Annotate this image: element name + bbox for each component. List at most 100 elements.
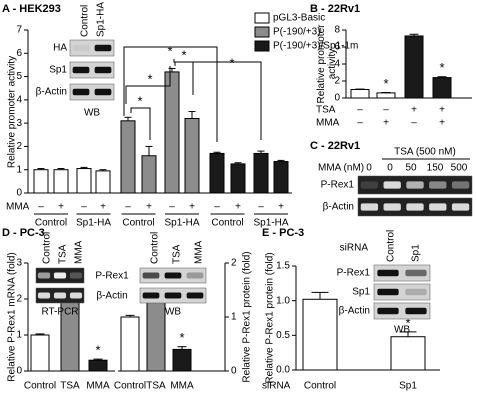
y-tick-label: 0 — [231, 366, 237, 377]
row-label: β-Actin — [96, 291, 127, 302]
significance-mark: * — [181, 47, 186, 62]
y-tick-label: 0.5 — [276, 330, 290, 341]
group-label: Sp1-HA — [164, 218, 199, 229]
blot-caption: WB — [394, 325, 410, 336]
row-label: Sp1 — [352, 287, 370, 298]
y-axis-label: Relative promoteractivity — [316, 24, 338, 104]
x-tick-label: – — [81, 202, 87, 213]
bar — [273, 161, 289, 194]
blot-band — [37, 272, 51, 279]
x-tick-label: – — [38, 202, 44, 213]
blot-band — [72, 66, 90, 74]
y-tick-label: 0.0 — [276, 365, 290, 376]
bar — [172, 348, 192, 372]
row-label: β-Actin — [323, 202, 354, 213]
row-label: P-Rex1 — [321, 180, 355, 191]
legend-label: pGL3-Basic — [273, 13, 325, 24]
blot-band — [383, 181, 401, 189]
blot-band — [360, 203, 379, 211]
x-tick-label: – — [357, 118, 363, 129]
column-label: Control — [42, 232, 53, 264]
y-axis-label: Relative promoter activity — [7, 56, 18, 168]
x-tick-label: Control — [114, 381, 146, 392]
blot-band — [53, 272, 67, 279]
blot-band — [377, 269, 399, 277]
column-label: 150 — [427, 163, 444, 174]
column-label: Sp1 — [411, 244, 422, 262]
group-label: Control — [211, 218, 243, 229]
column-label: TSA — [58, 244, 69, 264]
row-label: β-Actin — [339, 306, 370, 317]
bar — [404, 35, 424, 99]
column-label: Sp1-HA — [96, 2, 107, 37]
row-label: Sp1 — [49, 65, 67, 76]
x-tick-label: Control — [24, 381, 56, 392]
blot-band — [405, 269, 427, 277]
y-axis-label: Relative P-Rex1 protein (fold) — [242, 251, 253, 382]
column-label: Control — [150, 232, 161, 264]
legend-swatch — [254, 12, 270, 24]
bar — [88, 359, 108, 372]
bar — [209, 152, 225, 194]
x-tick-label: – — [125, 202, 131, 213]
bar — [120, 316, 140, 372]
row-label: MMA — [6, 202, 30, 213]
x-tick-label: Sp1 — [399, 381, 417, 392]
bracket — [123, 46, 218, 142]
y-tick-label: 3 — [16, 258, 22, 269]
bar — [76, 168, 92, 194]
significance-mark: * — [383, 76, 388, 91]
blot — [373, 302, 431, 320]
significance-mark: * — [179, 330, 184, 345]
y-tick-label: 1 — [231, 312, 237, 323]
group-label: Control — [122, 218, 154, 229]
legend-label: P(-190/+3)/Sp1-1m — [273, 41, 358, 52]
y-tick-label: 4 — [16, 94, 22, 105]
significance-mark: * — [167, 43, 172, 58]
bracket — [173, 59, 262, 140]
blot-band — [142, 272, 160, 279]
blot-band — [72, 44, 90, 52]
panel-title: B - 22Rv1 — [310, 3, 360, 15]
x-tick-label: TSA — [146, 381, 166, 392]
bar — [164, 71, 180, 194]
blot-band — [405, 307, 427, 315]
blot-band — [164, 272, 182, 279]
x-tick-label: Control — [304, 381, 336, 392]
bar — [30, 334, 50, 372]
x-tick-label: + — [411, 105, 417, 116]
blot-band — [94, 88, 112, 96]
column-label: 50 — [405, 163, 417, 174]
row-label: P-Rex1 — [95, 271, 129, 282]
y-tick-label: 7 — [16, 25, 22, 36]
column-label: Control — [386, 230, 397, 262]
bar — [184, 117, 200, 194]
x-axis-label: siRNA — [262, 381, 291, 392]
x-tick-label: + — [439, 118, 445, 129]
blot-caption: WB — [84, 108, 100, 119]
blot-band — [69, 272, 83, 279]
y-tick-label: 4 — [334, 59, 340, 70]
blot-band — [186, 292, 204, 299]
row-label: β-Actin — [36, 87, 67, 98]
x-tick-label: + — [146, 202, 152, 213]
y-tick-label: 0 — [334, 93, 340, 104]
bar — [53, 169, 69, 194]
inset-title: siRNA — [340, 243, 369, 254]
legend-swatch — [254, 40, 270, 52]
y-tick-label: 1 — [16, 330, 22, 341]
y-tick-label: 2 — [334, 76, 340, 87]
significance-mark: * — [405, 315, 410, 330]
panel-title: E - PC-3 — [262, 227, 304, 239]
bar — [350, 89, 370, 99]
column-label: Control — [80, 5, 91, 37]
bar — [253, 152, 269, 194]
blot — [69, 83, 115, 101]
bar — [95, 170, 111, 194]
bracket — [130, 107, 151, 140]
bar — [230, 163, 246, 194]
x-tick-label: MMA — [170, 381, 194, 392]
blot-band — [360, 181, 379, 189]
y-tick-label: 5 — [16, 71, 22, 82]
bracket — [125, 66, 171, 104]
